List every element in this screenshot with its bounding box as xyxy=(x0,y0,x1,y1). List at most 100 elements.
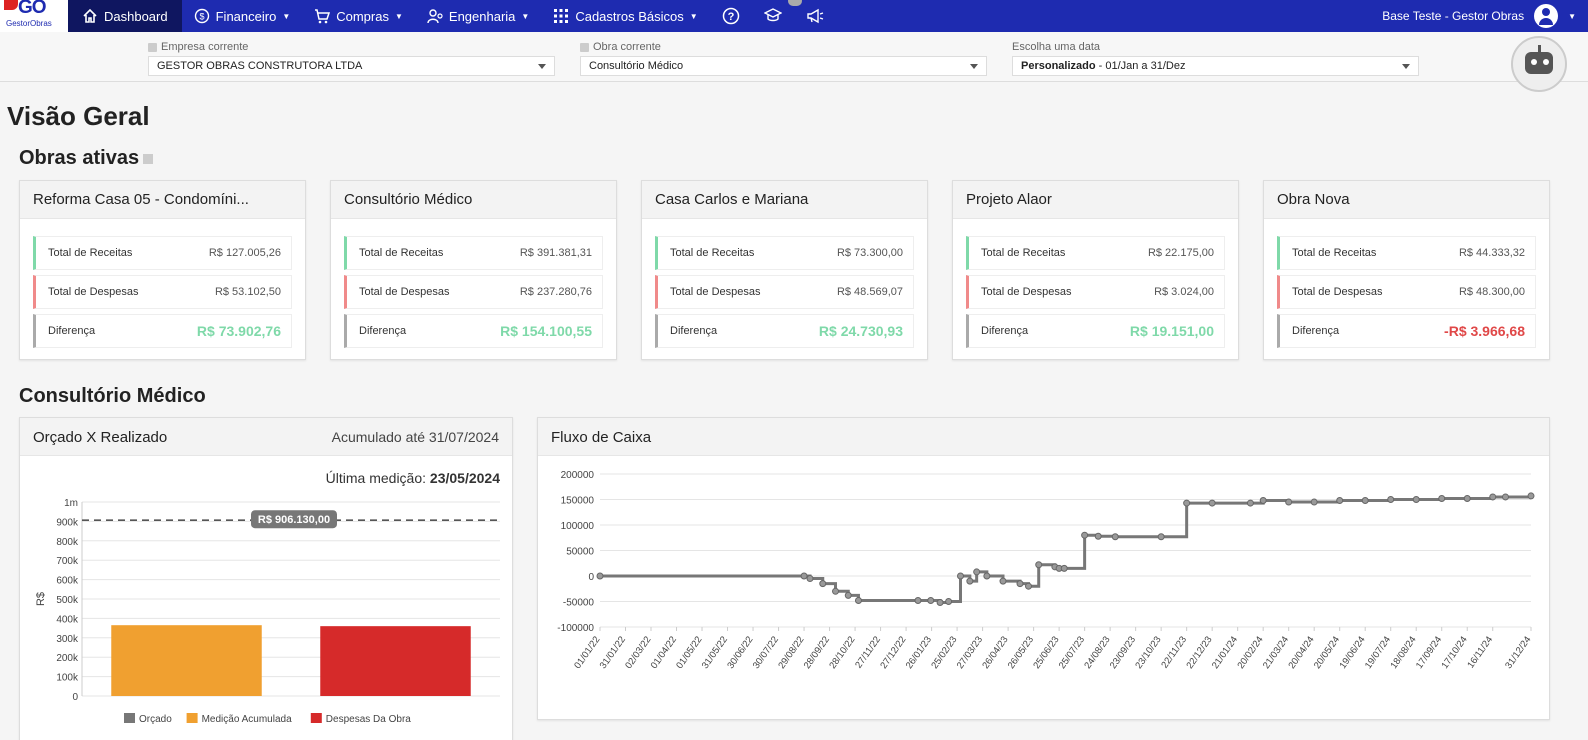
lock-icon xyxy=(580,42,589,52)
receitas-row: Total de Receitas R$ 22.175,00 xyxy=(966,236,1225,270)
despesas-row: Total de Despesas R$ 237.280,76 xyxy=(344,275,603,309)
legend-swatch xyxy=(186,713,198,723)
x-tick-label: 31/12/24 xyxy=(1503,634,1533,671)
x-tick-label: 23/10/23 xyxy=(1133,634,1163,671)
y-tick-label: 50000 xyxy=(566,547,594,558)
x-tick-label: 16/11/24 xyxy=(1465,634,1495,670)
despesas-label: Total de Despesas xyxy=(670,286,761,298)
saldo-point xyxy=(1060,564,1068,572)
receitas-label: Total de Receitas xyxy=(981,247,1066,259)
user-menu[interactable]: Base Teste - Gestor Obras ▼ xyxy=(1382,4,1588,28)
y-tick-label: 500k xyxy=(56,595,79,606)
diferenca-row: Diferença R$ 73.902,76 xyxy=(33,314,292,348)
bar-medição-acumulada xyxy=(111,625,262,696)
diferenca-value: R$ 19.151,00 xyxy=(1129,323,1214,339)
orcado-panel-title: Orçado X Realizado xyxy=(33,429,168,446)
despesas-row: Total de Despesas R$ 53.102,50 xyxy=(33,275,292,309)
ultima-medicao: Última medição: 23/05/2024 xyxy=(326,470,500,486)
obras-ativas-title: Obras ativas xyxy=(19,147,154,170)
nav-dashboard[interactable]: Dashboard xyxy=(68,0,182,32)
saldo-point xyxy=(1463,494,1471,502)
x-tick-label: 28/10/22 xyxy=(827,634,857,671)
notification-badge xyxy=(788,0,802,6)
saldo-point xyxy=(1501,493,1509,501)
despesas-label: Total de Despesas xyxy=(981,286,1072,298)
data-value-range: - 01/Jan a 31/Dez xyxy=(1095,60,1186,72)
lock-icon xyxy=(148,42,157,52)
nav-financeiro-label: Financeiro xyxy=(215,8,277,24)
obra-card-title[interactable]: Projeto Alaor xyxy=(953,181,1238,219)
engineer-icon xyxy=(427,9,443,24)
grid-icon xyxy=(554,9,569,23)
diferenca-value: -R$ 3.966,68 xyxy=(1444,323,1525,339)
obra-card[interactable]: Casa Carlos e Mariana Total de Receitas R$… xyxy=(641,180,928,360)
y-tick-label: 0 xyxy=(72,692,78,703)
chevron-down-icon: ▼ xyxy=(689,11,698,21)
despesas-value: R$ 53.102,50 xyxy=(214,286,281,298)
saldo-total-line xyxy=(600,495,1533,605)
ultima-medicao-label: Última medição: xyxy=(325,470,430,486)
obra-card[interactable]: Obra Nova Total de Receitas R$ 44.333,32 To… xyxy=(1263,180,1550,360)
nav-cadastros[interactable]: Cadastros Básicos ▼ xyxy=(541,0,709,32)
legend-label: Despesas Da Obra xyxy=(326,714,411,725)
app-logo[interactable]: GO GestorObras xyxy=(0,0,68,32)
saldo-point xyxy=(1489,493,1497,501)
receitas-label: Total de Receitas xyxy=(1292,247,1377,259)
saldo-point xyxy=(1208,499,1216,507)
fluxo-panel-header: Fluxo de Caixa xyxy=(538,418,1549,456)
obra-card-title[interactable]: Obra Nova xyxy=(1264,181,1549,219)
obra-section-title: Consultório Médico xyxy=(19,385,206,407)
nav-announcements[interactable] xyxy=(794,0,836,32)
orcado-panel-header: Orçado X Realizado Acumulado até 31/07/2… xyxy=(20,418,512,456)
obra-card-title[interactable]: Casa Carlos e Mariana xyxy=(642,181,927,219)
nav-engenharia[interactable]: Engenharia ▼ xyxy=(415,0,541,32)
y-tick-label: 400k xyxy=(56,614,79,625)
diferenca-value: R$ 73.902,76 xyxy=(196,323,281,339)
data-select[interactable]: Personalizado - 01/Jan a 31/Dez xyxy=(1012,56,1419,76)
saldo-point xyxy=(1336,497,1344,505)
y-tick-label: 0 xyxy=(588,572,594,583)
diferenca-value: R$ 24.730,93 xyxy=(818,323,903,339)
saldo-point xyxy=(914,596,922,604)
saldo-point xyxy=(1246,499,1254,507)
cart-icon xyxy=(315,9,331,24)
obra-card[interactable]: Consultório Médico Total de Receitas R$ 39… xyxy=(330,180,617,360)
chatbot-button[interactable] xyxy=(1511,36,1567,92)
obra-card-title[interactable]: Consultório Médico xyxy=(331,181,616,219)
obra-card-title[interactable]: Reforma Casa 05 - Condomíni... xyxy=(20,181,305,219)
saldo-point xyxy=(927,596,935,604)
obra-card[interactable]: Reforma Casa 05 - Condomíni... Total de R… xyxy=(19,180,306,360)
saldo-point xyxy=(832,587,840,595)
nav-help[interactable]: ? xyxy=(710,0,752,32)
y-tick-label: 200000 xyxy=(561,470,595,481)
diferenca-row: Diferença R$ 154.100,55 xyxy=(344,314,603,348)
receitas-label: Total de Receitas xyxy=(48,247,133,259)
nav-training[interactable] xyxy=(752,0,794,32)
receitas-row: Total de Receitas R$ 44.333,32 xyxy=(1277,236,1536,270)
dropdown-arrow-icon xyxy=(538,64,546,69)
y-tick-label: -100000 xyxy=(557,623,594,634)
svg-text:$: $ xyxy=(199,12,204,22)
receitas-value: R$ 44.333,32 xyxy=(1458,247,1525,259)
user-name: Base Teste - Gestor Obras xyxy=(1382,9,1525,23)
obra-select[interactable]: Consultório Médico xyxy=(580,56,987,76)
diferenca-label: Diferença xyxy=(981,325,1029,337)
budget-label-bg xyxy=(251,510,337,529)
x-tick-label: 17/10/24 xyxy=(1439,634,1469,671)
nav-compras[interactable]: Compras ▼ xyxy=(302,0,415,32)
page-title: Visão Geral xyxy=(7,101,150,131)
info-icon[interactable] xyxy=(143,153,154,164)
nav-financeiro[interactable]: $ Financeiro ▼ xyxy=(182,0,303,32)
saldo-point xyxy=(973,568,981,576)
despesas-row: Total de Despesas R$ 48.300,00 xyxy=(1277,275,1536,309)
logo-mark xyxy=(4,0,18,10)
robot-icon xyxy=(1525,52,1553,74)
nav-engenharia-label: Engenharia xyxy=(448,8,516,24)
saldo-point xyxy=(806,575,814,583)
y-tick-label: 600k xyxy=(56,576,79,587)
robot-eye xyxy=(1543,59,1549,65)
legend-swatch xyxy=(124,713,135,723)
data-filter: Escolha uma data Personalizado - 01/Jan … xyxy=(1012,40,1419,76)
obra-card[interactable]: Projeto Alaor Total de Receitas R$ 22.175,… xyxy=(952,180,1239,360)
empresa-select[interactable]: GESTOR OBRAS CONSTRUTORA LTDA xyxy=(148,56,555,76)
